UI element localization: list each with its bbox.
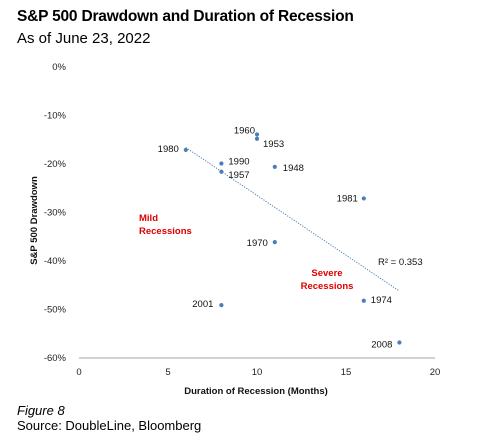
point-label-1981: 1981 [337, 193, 358, 204]
point-label-2001: 2001 [192, 299, 213, 310]
point-label-1970: 1970 [247, 238, 268, 249]
x-tick-label: 5 [165, 367, 170, 378]
y-tick-label: -50% [44, 305, 67, 316]
x-tick-label: 15 [341, 367, 352, 378]
point-label-1957: 1957 [228, 170, 249, 181]
point-label-1980: 1980 [158, 144, 179, 155]
x-tick-label: 0 [76, 367, 81, 378]
r-squared-label: R² = 0.353 [378, 257, 423, 268]
x-axis-title: Duration of Recession (Months) [184, 386, 328, 397]
trendline-layer: R² = 0.353 [185, 147, 423, 292]
point-label-2008: 2008 [371, 339, 392, 350]
annotation-severe-line: Severe [311, 268, 342, 279]
point-label-1960: 1960 [234, 125, 255, 136]
point-1981 [361, 196, 366, 201]
point-1953 [254, 136, 260, 141]
y-tick-label: -10% [44, 111, 67, 122]
point-1960 [254, 132, 260, 137]
point-1974 [361, 298, 366, 303]
point-label-1953: 1953 [263, 139, 284, 150]
y-axis-title: S&P 500 Drawdown [29, 176, 40, 265]
x-tick-label: 20 [430, 367, 441, 378]
point-1957 [219, 169, 224, 174]
point-1970 [272, 239, 277, 245]
y-tick-label: -40% [44, 256, 67, 267]
annotation-mild-line: Mild [139, 213, 158, 224]
y-tick-label: -20% [44, 159, 67, 170]
point-1990 [219, 161, 224, 166]
chart-axes: 0% -10% -20% -30% -40% -50% -60% 0 5 10 15 20 Durati… [29, 62, 440, 397]
point-label-1974: 1974 [371, 295, 392, 306]
y-tick-label: -60% [44, 353, 67, 364]
point-2001 [219, 303, 224, 308]
point-1980 [183, 147, 188, 153]
y-tick-label: 0% [52, 62, 66, 73]
chart-subtitle: As of June 23, 2022 [17, 30, 151, 47]
x-tick-label: 10 [252, 367, 263, 378]
y-tick-label: -30% [44, 208, 67, 219]
source-note: Source: DoubleLine, Bloomberg [17, 418, 202, 433]
figure-label: Figure 8 [17, 403, 65, 418]
annotation-mild-line: Recessions [139, 226, 192, 237]
point-labels-layer: 1960 1953 1980 1990 1948 1957 1981 1970 1974 2001… [158, 125, 393, 350]
annotations-layer: Mild Recessions Severe Recessions [139, 213, 353, 292]
points-layer [183, 132, 402, 345]
point-label-1948: 1948 [283, 163, 304, 174]
annotation-severe-line: Recessions [301, 281, 354, 292]
point-label-1990: 1990 [228, 157, 249, 168]
point-1948 [272, 164, 277, 170]
point-2008 [397, 340, 402, 345]
chart-title: S&P 500 Drawdown and Duration of Recessi… [17, 8, 354, 25]
